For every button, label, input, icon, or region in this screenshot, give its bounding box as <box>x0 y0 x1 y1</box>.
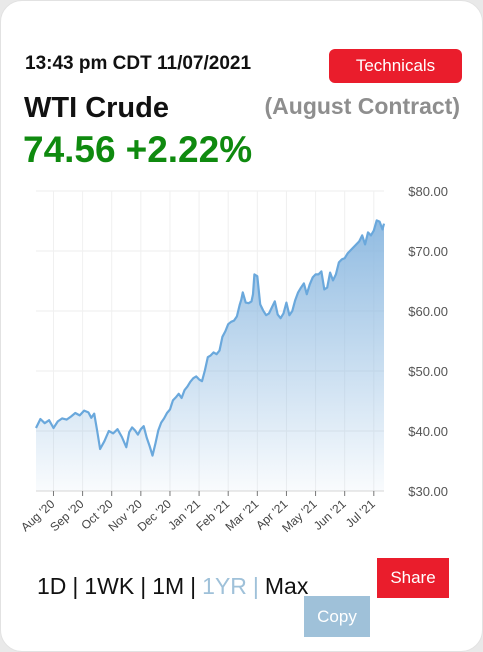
x-tick-label: Sep '20 <box>47 497 87 535</box>
instrument-name: WTI Crude <box>24 92 169 124</box>
price-chart[interactable]: $30.00$40.00$50.00$60.00$70.00$80.00Aug … <box>1 181 483 556</box>
y-tick-label: $80.00 <box>408 184 448 199</box>
timeframe-1yr[interactable]: 1YR <box>202 573 247 599</box>
y-tick-label: $60.00 <box>408 304 448 319</box>
price-value: 74.56 <box>23 129 116 170</box>
y-tick-label: $40.00 <box>408 424 448 439</box>
price-line: 74.56 +2.22% <box>23 129 252 171</box>
y-tick-label: $50.00 <box>408 364 448 379</box>
timeframe-separator: | <box>190 573 197 599</box>
timeframe-selector: 1D | 1WK | 1M | 1YR | Max <box>37 573 308 600</box>
timeframe-max[interactable]: Max <box>264 573 309 599</box>
x-tick-label: Mar '21 <box>223 497 262 534</box>
price-area-fill <box>36 220 384 491</box>
technicals-button[interactable]: Technicals <box>329 49 462 83</box>
share-button[interactable]: Share <box>377 558 449 598</box>
contract-label: (August Contract) <box>264 93 460 119</box>
x-tick-label: Dec '20 <box>135 497 175 535</box>
y-tick-label: $30.00 <box>408 484 448 499</box>
timeframe-separator: | <box>252 573 259 599</box>
copy-button[interactable]: Copy <box>304 596 370 637</box>
timeframe-separator: | <box>72 573 79 599</box>
timeframe-1m[interactable]: 1M <box>152 573 185 599</box>
y-tick-label: $70.00 <box>408 244 448 259</box>
price-series-line <box>35 219 386 457</box>
timeframe-1d[interactable]: 1D <box>37 573 67 599</box>
quote-timestamp: 13:43 pm CDT 11/07/2021 <box>25 53 252 74</box>
timeframe-1wk[interactable]: 1WK <box>84 573 135 599</box>
price-change: +2.22% <box>125 129 253 170</box>
timeframe-separator: | <box>140 573 147 599</box>
x-tick-label: Jul '21 <box>343 497 378 531</box>
x-tick-label: Jun '21 <box>311 497 349 533</box>
